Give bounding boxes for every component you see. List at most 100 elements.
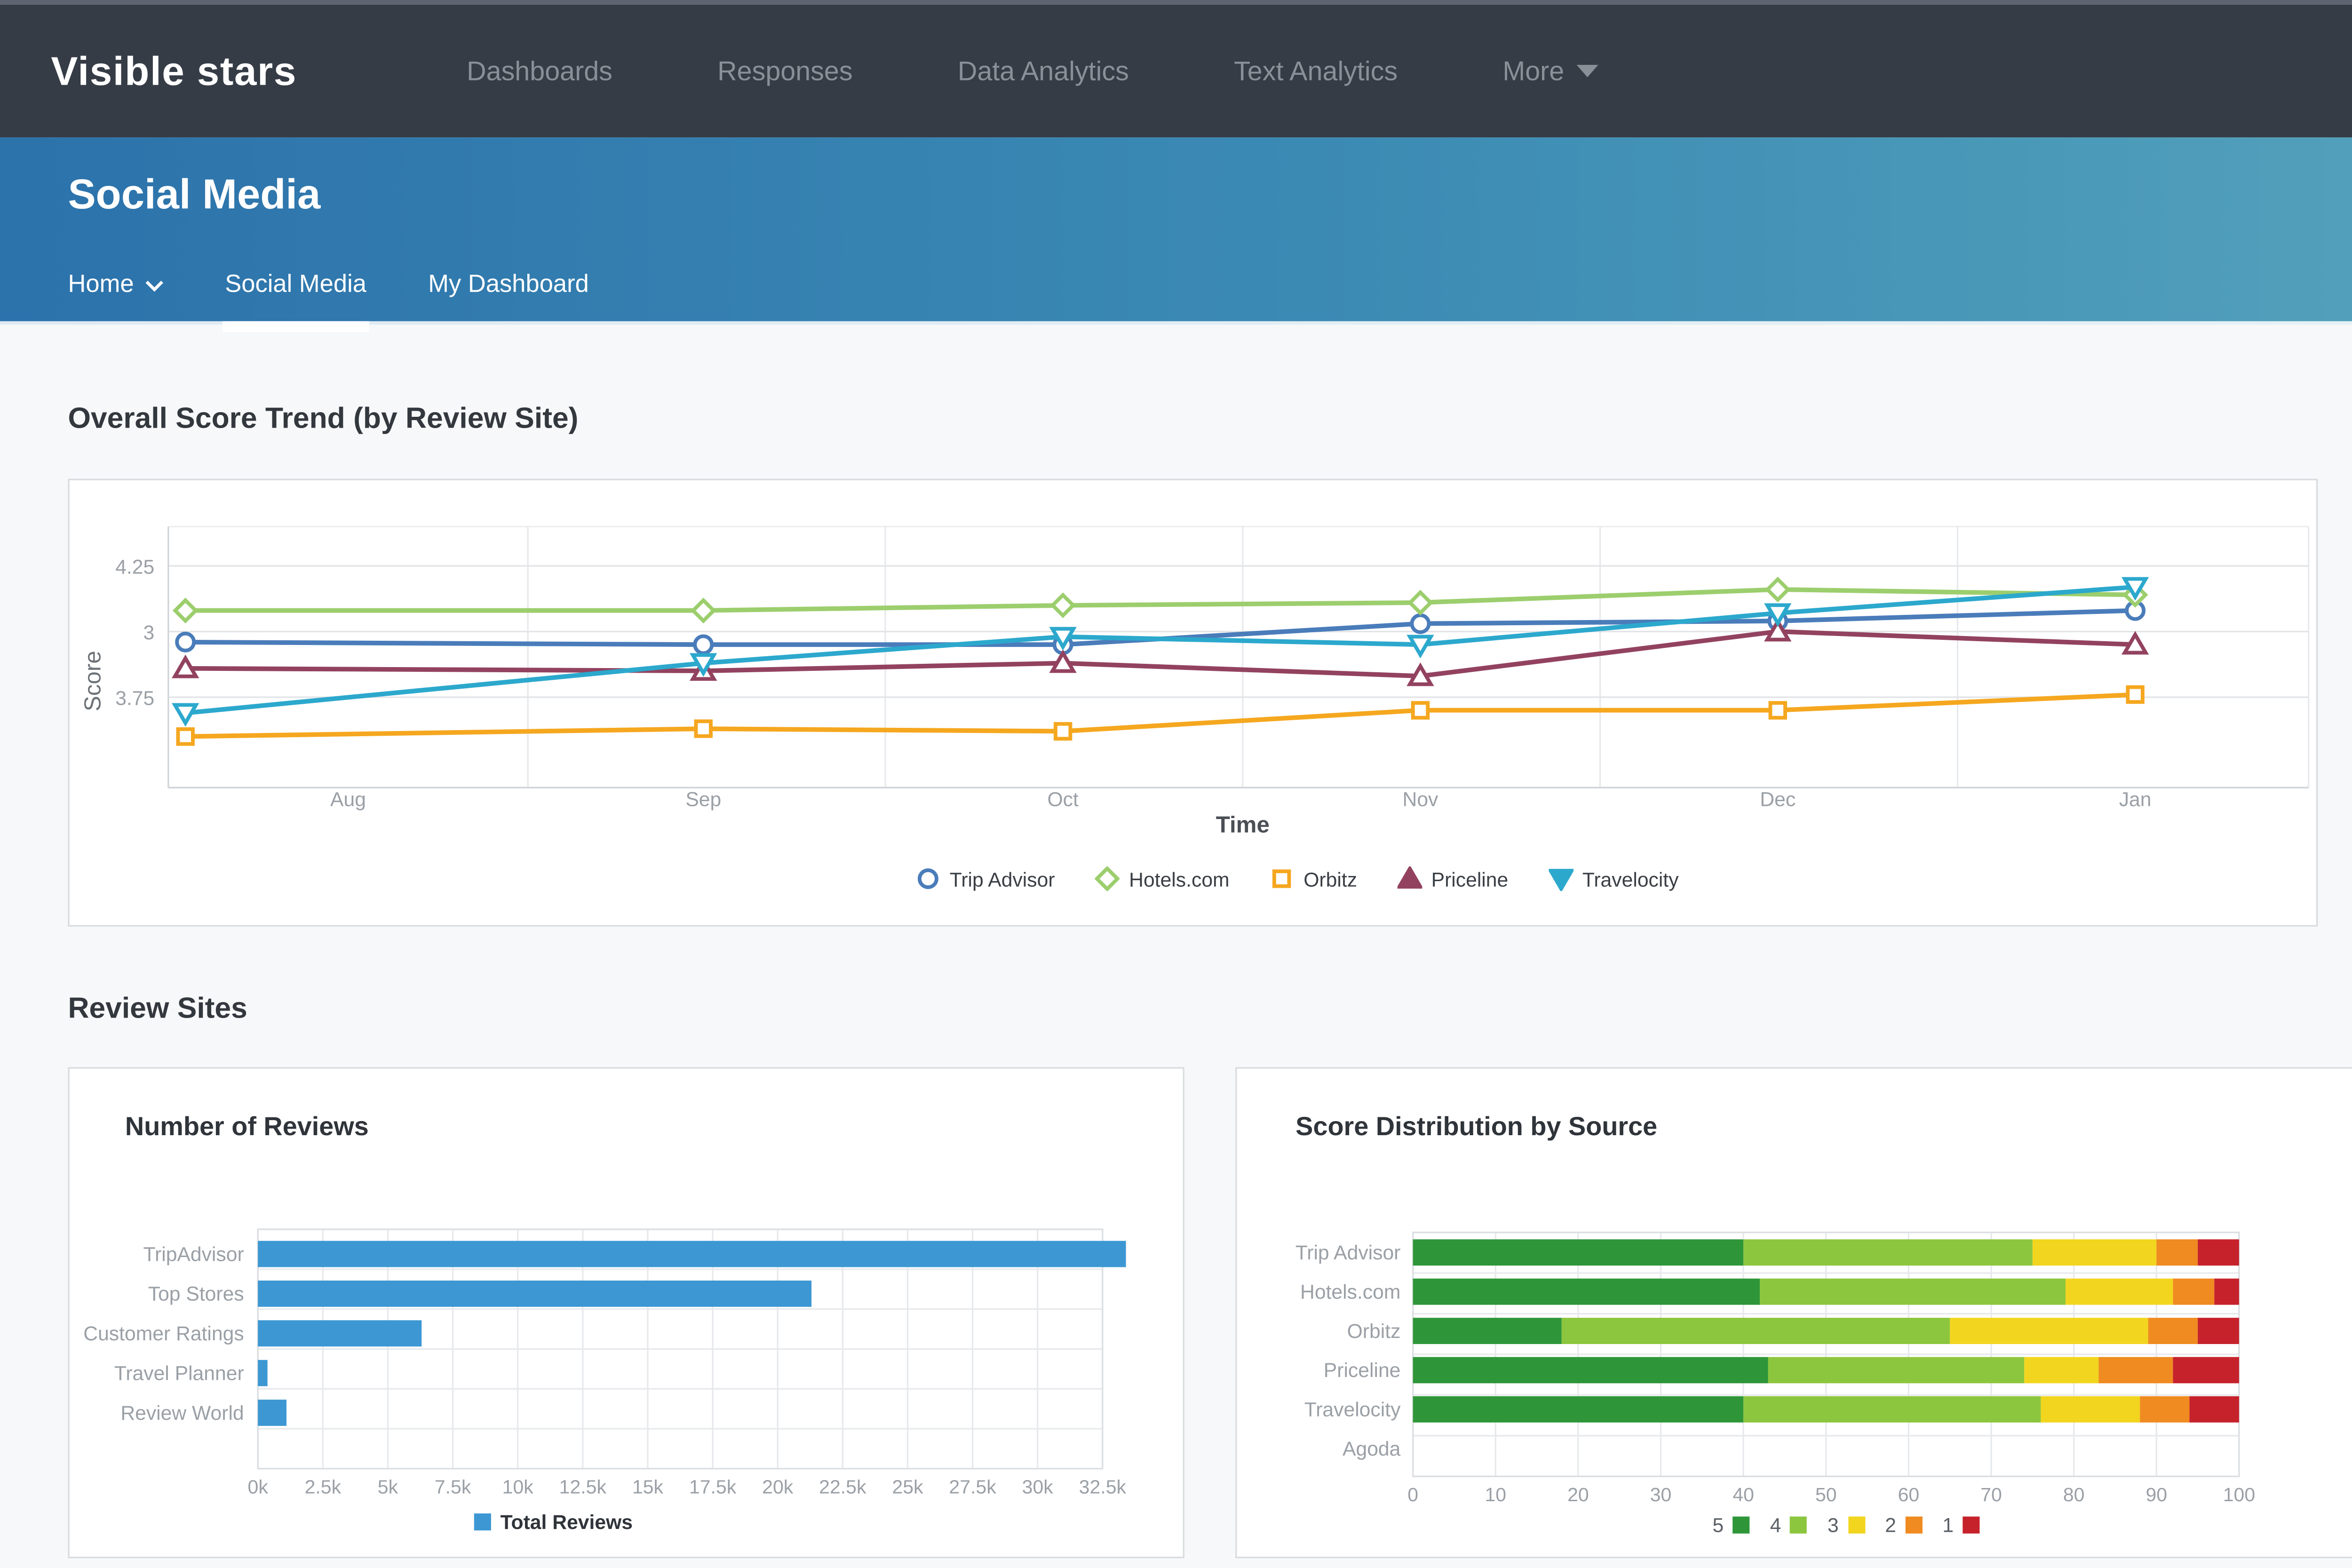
- legend-label: 4: [1770, 1513, 1781, 1537]
- nav-item-label: Data Analytics: [957, 55, 1129, 86]
- segment-trip-advisor-score-2: [2156, 1239, 2198, 1266]
- square-marker-icon: [1053, 722, 1073, 741]
- nav-item-text-analytics[interactable]: Text Analytics: [1234, 55, 1398, 88]
- nav-item-responses[interactable]: Responses: [717, 55, 852, 88]
- nav-item-more[interactable]: More: [1502, 55, 1598, 88]
- legend-item-score-4: 4: [1770, 1513, 1808, 1536]
- x-tick-label: 32.5k: [1079, 1476, 1127, 1497]
- score-distribution-panel: Score Distribution by Source 0 10 20 30 40 50…: [1235, 1067, 2352, 1559]
- x-tick-label: Nov: [1403, 788, 1439, 811]
- x-tick-label: 90: [2145, 1484, 2167, 1505]
- series-travelocity: [172, 577, 2149, 727]
- triangle-down-marker-icon: [690, 653, 717, 677]
- orbitz-legend-marker-icon: [1272, 869, 1291, 888]
- diamond-marker-icon: [1050, 592, 1076, 619]
- top-navigation-bar: Visible stars Dashboards Responses Data …: [0, 4, 2352, 138]
- x-tick-label: 10k: [502, 1476, 534, 1497]
- segment-orbitz-score-1: [2198, 1318, 2239, 1344]
- square-marker-icon: [1768, 701, 1787, 720]
- segment-trip-advisor-score-4: [1743, 1239, 2033, 1266]
- legend-label: Travelocity: [1582, 867, 1679, 891]
- triangle-down-marker-icon: [1764, 603, 1792, 627]
- series-orbitz: [176, 685, 2145, 746]
- tab-label: Social Media: [225, 271, 366, 298]
- nav-item-data-analytics[interactable]: Data Analytics: [958, 55, 1129, 88]
- page-header: Social Media Home Social Media My Dashbo…: [0, 137, 2352, 332]
- square-marker-icon: [2126, 685, 2145, 704]
- category-label: Orbitz: [1347, 1320, 1401, 1343]
- segment-trip-advisor-score-3: [2032, 1239, 2157, 1266]
- segment-trip-advisor-score-5: [1413, 1239, 1744, 1266]
- tab-my-dashboard[interactable]: My Dashboard: [428, 272, 589, 300]
- category-label: Agoda: [1343, 1438, 1401, 1460]
- bar-top-stores: [258, 1281, 812, 1307]
- x-tick-label: 100: [2223, 1484, 2255, 1505]
- legend-swatch-icon: [1848, 1516, 1865, 1534]
- category-label: Trip Advisor: [1295, 1242, 1401, 1264]
- travelocity-legend-marker-icon: [1548, 868, 1573, 891]
- legend-item-hotels-com: Hotels.com: [1095, 866, 1230, 891]
- page-title: Social Media: [68, 171, 321, 218]
- chart-title: Number of Reviews: [125, 1112, 369, 1141]
- x-tick-label: 15k: [632, 1476, 664, 1497]
- square-marker-icon: [694, 719, 713, 738]
- circle-marker-icon: [917, 868, 938, 889]
- x-tick-label: 80: [2063, 1484, 2085, 1505]
- legend-item-orbitz: Orbitz: [1270, 867, 1357, 891]
- nav-items: Dashboards Responses Data Analytics Text…: [467, 55, 1598, 88]
- triangle-down-marker-icon: [172, 703, 199, 727]
- x-tick-label: 20k: [762, 1476, 794, 1497]
- segment-priceline-score-5: [1413, 1357, 1768, 1384]
- circle-marker-icon: [175, 631, 196, 653]
- diamond-marker-icon: [1095, 866, 1120, 891]
- x-tick-label: Sep: [685, 788, 721, 811]
- score-distribution-stacked-bar-chart: 0 10 20 30 40 50 60 70 80 90 100 Trip Advisor Hotels…: [1295, 1231, 2255, 1505]
- tab-home[interactable]: Home: [68, 272, 163, 300]
- diamond-marker-icon: [1407, 589, 1433, 616]
- trend-section-title: Overall Score Trend (by Review Site): [68, 403, 579, 436]
- segment-orbitz-score-2: [2148, 1318, 2198, 1344]
- segment-hotels-com-score-4: [1760, 1278, 2066, 1305]
- segment-hotels-com-score-1: [2214, 1278, 2239, 1305]
- x-tick-label: 27.5k: [949, 1476, 996, 1497]
- legend-item-score-1: 1: [1942, 1513, 1980, 1536]
- x-tick-label: 20: [1567, 1484, 1589, 1505]
- x-tick-label: 30: [1650, 1484, 1672, 1505]
- category-label: Priceline: [1324, 1359, 1401, 1382]
- diamond-marker-icon: [172, 597, 199, 624]
- category-label: Travel Planner: [114, 1362, 244, 1385]
- distribution-chart-legend: 5 4 3 2 1: [1713, 1513, 1980, 1536]
- plot-border: [1412, 1231, 2240, 1477]
- bar-tripadvisor: [258, 1241, 1126, 1267]
- legend-label: Orbitz: [1303, 867, 1358, 891]
- category-label: Review World: [120, 1402, 244, 1425]
- legend-label: 5: [1712, 1513, 1724, 1537]
- segment-hotels-com-score-5: [1413, 1278, 1760, 1305]
- plot-border: [257, 1228, 1104, 1470]
- tab-social-media[interactable]: Social Media: [222, 271, 369, 332]
- nav-item-label: Dashboards: [467, 55, 612, 86]
- x-tick-label: 0: [1407, 1484, 1418, 1505]
- category-label: Hotels.com: [1300, 1281, 1400, 1303]
- brand-logo: Visible stars: [51, 47, 297, 94]
- category-label: Travelocity: [1304, 1399, 1401, 1421]
- nav-item-dashboards[interactable]: Dashboards: [467, 55, 612, 88]
- bar-review-world: [258, 1400, 286, 1426]
- legend-item-priceline: Priceline: [1397, 866, 1508, 891]
- series-line-hotels-com: [185, 587, 2136, 613]
- legend-label: Trip Advisor: [949, 867, 1055, 891]
- segment-hotels-com-score-2: [2173, 1278, 2215, 1305]
- segment-orbitz-score-5: [1413, 1318, 1562, 1344]
- segment-priceline-score-4: [1768, 1357, 2025, 1384]
- legend-label: 1: [1942, 1513, 1954, 1537]
- legend-item-score-5: 5: [1713, 1513, 1750, 1536]
- legend-swatch-icon: [474, 1513, 491, 1531]
- legend-item-total-reviews: Total Reviews: [474, 1510, 633, 1534]
- square-marker-icon: [1272, 869, 1291, 888]
- y-axis-title: Score: [79, 651, 105, 711]
- square-marker-icon: [176, 727, 195, 746]
- x-tick-label: 50: [1815, 1484, 1837, 1505]
- chevron-down-icon: [145, 280, 163, 292]
- trend-chart-panel: 4.25 3 3.75 Score Aug Sep Oct Nov Dec Jan Time Tri…: [68, 478, 2318, 927]
- legend-item-trip-advisor: Trip Advisor: [916, 867, 1055, 891]
